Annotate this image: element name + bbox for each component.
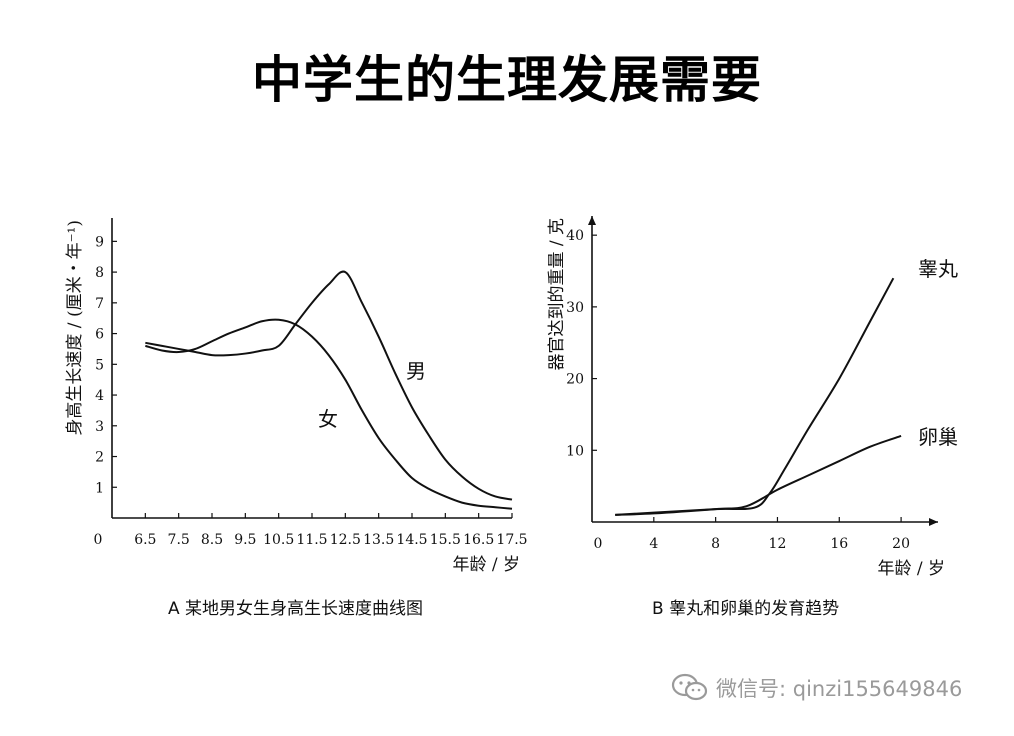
y-tick-label: 2 (95, 450, 104, 466)
y-axis-label: 身高生长速度 / (厘米・年⁻¹) (65, 220, 85, 436)
x-tick-label: 20 (892, 536, 910, 552)
y-tick-label: 6 (95, 327, 104, 343)
y-tick-label: 7 (95, 296, 104, 312)
y-tick-label: 10 (566, 443, 584, 459)
series-label-1: 女 (318, 407, 338, 431)
x-tick-label: 9.5 (234, 532, 256, 548)
x-tick-label: 6.5 (134, 532, 156, 548)
y-axis-arrow (588, 216, 596, 225)
wechat-icon (671, 673, 708, 701)
x-tick-label: 12.5 (330, 532, 361, 548)
y-tick-label: 40 (566, 228, 584, 244)
series-line-0 (145, 270, 513, 501)
series-line-1 (145, 318, 513, 510)
y-tick-label: 1 (95, 480, 104, 496)
y-tick-label: 3 (95, 419, 104, 435)
chart-a-height-growth-velocity: 0 6.5 7.5 8.5 9.5 10.5 11.5 12.5 13.5 14.5 15.5 16.… (65, 218, 528, 575)
x-axis-label: 年龄 / 岁 (452, 555, 520, 575)
y-tick-label: 20 (566, 372, 584, 388)
x-tick-label: 14.5 (396, 532, 427, 548)
chart-a-caption: A 某地男女生身高生长速度曲线图 (168, 599, 424, 619)
x-tick-label: 16 (830, 536, 848, 552)
x-tick-label: 4 (649, 536, 658, 552)
y-tick-label: 8 (95, 265, 104, 281)
x-tick-label: 10.5 (263, 532, 294, 548)
series-label-1: 卵巢 (918, 425, 958, 449)
x-tick-label: 7.5 (168, 532, 190, 548)
watermark: 微信号: qinzi155649846 (670, 672, 962, 704)
origin-label: 0 (594, 536, 603, 552)
x-tick-label: 11.5 (296, 532, 327, 548)
x-axis-label: 年龄 / 岁 (877, 559, 945, 579)
series-label-0: 男 (406, 359, 426, 383)
x-tick-label: 8.5 (201, 532, 223, 548)
chart-b-caption: B 睾丸和卵巢的发育趋势 (652, 599, 840, 619)
series-line-0 (615, 277, 895, 516)
x-tick-label: 8 (711, 536, 720, 552)
x-tick-label: 16.5 (463, 532, 494, 548)
series-label-0: 睾丸 (918, 257, 958, 281)
y-tick-label: 5 (95, 357, 104, 373)
y-tick-label: 9 (95, 234, 104, 250)
x-tick-label: 12 (769, 536, 787, 552)
origin-label: 0 (94, 532, 103, 548)
watermark-text: 微信号: qinzi155649846 (716, 677, 963, 701)
y-axis-label: 器官达到的重量 / 克 (547, 218, 567, 371)
x-tick-label: 15.5 (430, 532, 461, 548)
slide-title: 中学生的生理发展需要 (252, 51, 762, 109)
x-axis-arrow (929, 518, 938, 526)
y-tick-label: 30 (566, 300, 584, 316)
x-tick-label: 17.5 (496, 532, 527, 548)
y-tick-label: 4 (95, 388, 104, 404)
series-line-1 (615, 435, 902, 516)
x-tick-label: 13.5 (363, 532, 394, 548)
